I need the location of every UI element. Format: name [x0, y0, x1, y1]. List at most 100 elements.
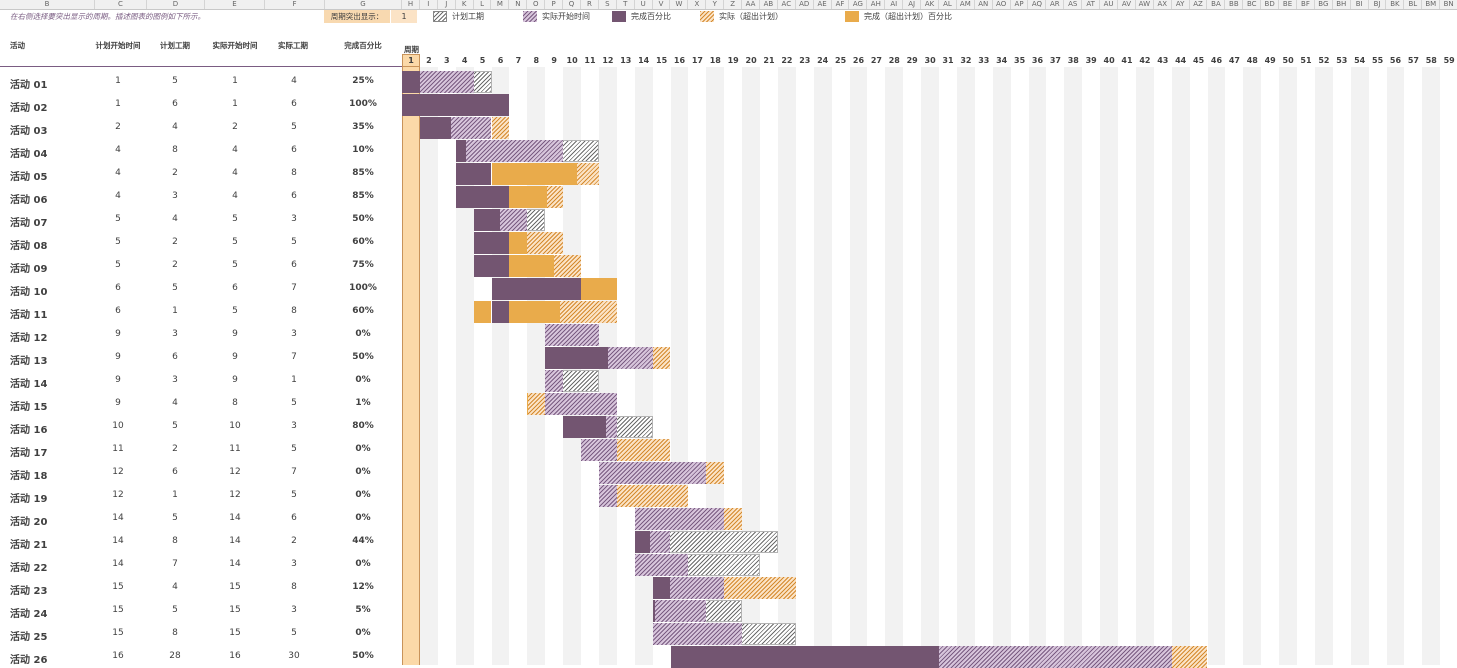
plan-start-cell: 10: [112, 421, 124, 431]
column-header-AG[interactable]: AG: [850, 0, 868, 9]
percent-complete-cell: 35%: [352, 122, 374, 132]
period-number: 12: [602, 56, 614, 65]
column-header-BK[interactable]: BK: [1387, 0, 1405, 9]
activity-name: 活动 21: [10, 540, 48, 551]
period-number: 3: [444, 56, 450, 65]
column-header-BL[interactable]: BL: [1404, 0, 1423, 9]
period-number: 43: [1157, 56, 1169, 65]
column-header-AE[interactable]: AE: [814, 0, 832, 9]
column-header-C[interactable]: C: [95, 0, 147, 9]
column-header-AJ[interactable]: AJ: [903, 0, 922, 9]
column-header-AF[interactable]: AF: [832, 0, 850, 9]
column-header-P[interactable]: P: [545, 0, 564, 9]
period-column: [1404, 67, 1423, 665]
column-header-AZ[interactable]: AZ: [1190, 0, 1208, 9]
column-header-J[interactable]: J: [438, 0, 456, 9]
period-highlight-input[interactable]: [391, 10, 417, 23]
column-header-AU[interactable]: AU: [1100, 0, 1118, 9]
percent-complete-cell: 0%: [355, 559, 371, 569]
plan-start-cell: 15: [112, 628, 124, 638]
column-header-AA[interactable]: AA: [742, 0, 760, 9]
column-header-BI[interactable]: BI: [1351, 0, 1369, 9]
column-header-Y[interactable]: Y: [706, 0, 725, 9]
actual-start-cell: 16: [229, 651, 241, 661]
column-header-AX[interactable]: AX: [1154, 0, 1172, 9]
column-header-E[interactable]: E: [205, 0, 265, 9]
column-header-X[interactable]: X: [688, 0, 707, 9]
column-header-AW[interactable]: AW: [1136, 0, 1154, 9]
period-number: 54: [1354, 56, 1366, 65]
column-header-AR[interactable]: AR: [1046, 0, 1065, 9]
plan-duration-cell: 4: [172, 122, 178, 132]
column-header-AD[interactable]: AD: [796, 0, 814, 9]
activity-name: 活动 11: [10, 310, 48, 321]
column-header-I[interactable]: I: [420, 0, 438, 9]
column-header-AO[interactable]: AO: [993, 0, 1011, 9]
column-header-AS[interactable]: AS: [1064, 0, 1083, 9]
plan-start-cell: 11: [112, 444, 124, 454]
column-header-V[interactable]: V: [653, 0, 671, 9]
column-header-L[interactable]: L: [474, 0, 492, 9]
column-header-U[interactable]: U: [635, 0, 653, 9]
plan-start-cell: 5: [115, 260, 121, 270]
column-header-B[interactable]: B: [0, 0, 95, 9]
column-header-S[interactable]: S: [599, 0, 617, 9]
column-header-BJ[interactable]: BJ: [1369, 0, 1387, 9]
column-header-G[interactable]: G: [325, 0, 402, 9]
column-header-AB[interactable]: AB: [760, 0, 778, 9]
actual-over-plan-bar: [706, 462, 725, 484]
column-header-BB[interactable]: BB: [1225, 0, 1244, 9]
column-header-H[interactable]: H: [402, 0, 420, 9]
column-header-BN[interactable]: BN: [1440, 0, 1457, 9]
column-header-BM[interactable]: BM: [1422, 0, 1441, 9]
column-header-AI[interactable]: AI: [885, 0, 904, 9]
column-header-D[interactable]: D: [147, 0, 205, 9]
actual-duration-cell: 6: [291, 191, 297, 201]
column-header-BH[interactable]: BH: [1333, 0, 1351, 9]
column-header-W[interactable]: W: [671, 0, 689, 9]
column-header-Z[interactable]: Z: [724, 0, 743, 9]
column-header-BG[interactable]: BG: [1315, 0, 1333, 9]
column-header-AC[interactable]: AC: [778, 0, 796, 9]
column-header-AY[interactable]: AY: [1172, 0, 1190, 9]
column-header-AK[interactable]: AK: [921, 0, 939, 9]
column-header-AP[interactable]: AP: [1011, 0, 1029, 9]
column-header-AQ[interactable]: AQ: [1029, 0, 1047, 9]
actual-start-cell: 12: [229, 467, 241, 477]
period-number: 59: [1443, 56, 1455, 65]
column-header-BD[interactable]: BD: [1261, 0, 1280, 9]
actual-start-cell: 11: [229, 444, 241, 454]
period-number: 56: [1389, 56, 1402, 65]
column-header-K[interactable]: K: [456, 0, 474, 9]
column-header-M[interactable]: M: [492, 0, 510, 9]
activity-name: 活动 06: [10, 195, 48, 206]
column-header-BF[interactable]: BF: [1297, 0, 1315, 9]
column-header-F[interactable]: F: [265, 0, 325, 9]
header-actual-duration: 实际工期: [278, 41, 308, 50]
plan-duration-cell: 5: [172, 76, 178, 86]
period-column: [1135, 67, 1154, 665]
period-column: [1118, 67, 1136, 665]
column-header-R[interactable]: R: [581, 0, 599, 9]
plan-duration-cell: 6: [172, 352, 178, 362]
header-plan-duration: 计划工期: [160, 41, 190, 50]
column-header-Q[interactable]: Q: [563, 0, 581, 9]
column-header-AM[interactable]: AM: [957, 0, 975, 9]
column-header-T[interactable]: T: [617, 0, 635, 9]
period-column: [1314, 67, 1333, 665]
column-header-AV[interactable]: AV: [1118, 0, 1136, 9]
column-header-BE[interactable]: BE: [1279, 0, 1297, 9]
column-header-BC[interactable]: BC: [1243, 0, 1262, 9]
period-column: [1082, 67, 1101, 665]
column-header-O[interactable]: O: [527, 0, 546, 9]
period-column: [956, 67, 975, 665]
period-number: 49: [1264, 56, 1276, 65]
actual-over-plan-bar: [652, 347, 671, 369]
column-header-N[interactable]: N: [509, 0, 528, 9]
column-header-AL[interactable]: AL: [939, 0, 957, 9]
column-header-AN[interactable]: AN: [975, 0, 993, 9]
column-header-AT[interactable]: AT: [1082, 0, 1101, 9]
column-header-BA[interactable]: BA: [1208, 0, 1226, 9]
actual-over-plan-bar: [724, 508, 743, 530]
column-header-AH[interactable]: AH: [867, 0, 886, 9]
